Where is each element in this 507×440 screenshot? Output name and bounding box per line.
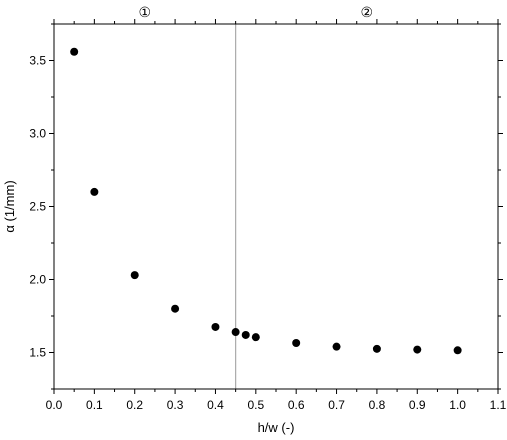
y-axis-title: α (1/mm): [2, 180, 17, 232]
y-tick-label: 3.0: [29, 127, 46, 141]
x-tick-label: 0.3: [167, 398, 184, 412]
data-point: [231, 328, 240, 337]
y-tick-label: 1.5: [29, 346, 46, 360]
x-tick-label: 0.2: [126, 398, 143, 412]
x-tick-label: 1.1: [490, 398, 507, 412]
data-point: [292, 339, 301, 348]
data-point: [413, 345, 422, 354]
data-point: [453, 346, 462, 355]
axes-box: [53, 23, 499, 390]
region-label: ②: [361, 4, 374, 20]
data-point: [372, 344, 381, 353]
x-tick-label: 0.1: [86, 398, 103, 412]
x-tick-label: 0.5: [247, 398, 264, 412]
y-tick-label: 3.5: [29, 54, 46, 68]
data-point: [90, 187, 99, 196]
data-points: [70, 47, 462, 355]
x-tick-label: 1.0: [449, 398, 466, 412]
x-tick-label: 0.0: [46, 398, 63, 412]
x-tick-label: 0.7: [328, 398, 345, 412]
data-point: [251, 333, 260, 342]
x-tick-label: 0.6: [288, 398, 305, 412]
data-point: [241, 330, 250, 339]
data-point: [130, 271, 139, 280]
data-point: [211, 322, 220, 331]
data-point: [70, 47, 79, 56]
data-point: [171, 304, 180, 313]
x-tick-label: 0.9: [409, 398, 426, 412]
region-label: ①: [139, 4, 152, 20]
y-tick-label: 2.0: [29, 273, 46, 287]
x-axis-ticks: 0.0 0.1 0.2 0.3 0.4 0.5 0.6 0.7 0.8 0.9 1.0 1.1: [46, 19, 507, 412]
x-axis-title: h/w (-): [258, 420, 295, 435]
y-tick-label: 2.5: [29, 200, 46, 214]
x-tick-label: 0.4: [207, 398, 224, 412]
data-point: [332, 342, 341, 351]
x-tick-label: 0.8: [369, 398, 386, 412]
y-axis-ticks: 1.5 2.0 2.5 3.0 3.5: [29, 23, 503, 390]
plot-frame: [53, 23, 499, 390]
